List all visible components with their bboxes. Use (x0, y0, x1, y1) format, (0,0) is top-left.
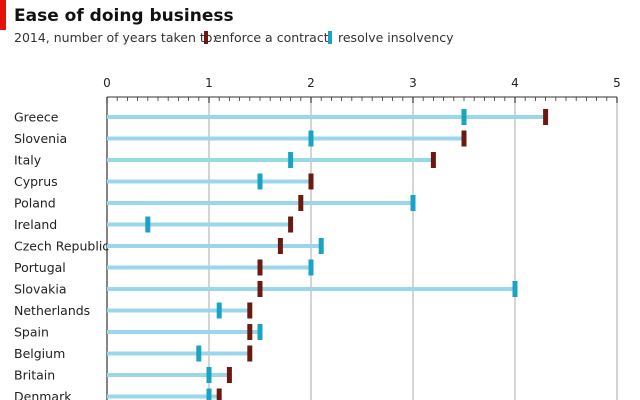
marker-insolvency (145, 216, 151, 233)
country-label: Ireland (14, 217, 57, 232)
country-label: Italy (14, 153, 42, 168)
marker-contract (277, 238, 283, 254)
country-label: Belgium (14, 346, 65, 361)
legend-swatch-contract (204, 31, 208, 44)
marker-insolvency (308, 130, 314, 147)
marker-contract (257, 281, 263, 297)
marker-insolvency (512, 281, 518, 297)
x-tick-label: 2 (307, 76, 315, 90)
legend-label-contract: enforce a contract (214, 30, 329, 45)
country-label: Greece (14, 110, 59, 125)
x-tick-label: 5 (613, 76, 621, 90)
country-label: Denmark (14, 389, 72, 400)
x-tick-label: 4 (511, 76, 519, 90)
marker-contract (461, 130, 467, 147)
chart-title: Ease of doing business (14, 6, 234, 26)
country-label: Portugal (14, 260, 66, 275)
country-label: Slovakia (14, 282, 66, 297)
country-label: Spain (14, 325, 49, 340)
accent-bar (0, 0, 6, 30)
marker-insolvency (308, 259, 314, 276)
marker-insolvency (461, 109, 467, 125)
marker-insolvency (257, 324, 263, 340)
chart-subtitle: 2014, number of years taken to: (14, 30, 217, 45)
legend-item-insolvency: resolve insolvency (328, 30, 454, 45)
country-label: Netherlands (14, 303, 90, 318)
country-label: Britain (14, 368, 55, 383)
legend-label-insolvency: resolve insolvency (338, 30, 454, 45)
marker-insolvency (196, 345, 202, 362)
marker-insolvency (216, 302, 222, 319)
legend-swatch-insolvency (328, 31, 332, 44)
marker-contract (430, 152, 436, 168)
marker-contract (543, 109, 549, 125)
marker-contract (308, 173, 314, 190)
marker-insolvency (206, 367, 212, 383)
marker-insolvency (257, 173, 263, 190)
country-label: Poland (14, 196, 56, 211)
legend-item-contract: enforce a contract (204, 30, 329, 45)
x-tick-label: 3 (409, 76, 417, 90)
marker-contract (288, 216, 294, 233)
marker-contract (226, 367, 232, 383)
marker-contract (247, 302, 253, 319)
marker-insolvency (318, 238, 324, 254)
marker-contract (257, 259, 263, 276)
country-label: Czech Republic (14, 239, 109, 254)
marker-contract (247, 345, 253, 362)
x-tick-label: 0 (103, 76, 111, 90)
marker-insolvency (288, 152, 294, 168)
marker-contract (216, 388, 222, 400)
country-label: Slovenia (14, 131, 67, 146)
country-label: Cyprus (14, 174, 58, 189)
marker-contract (298, 195, 304, 211)
marker-insolvency (410, 195, 416, 211)
marker-contract (247, 324, 253, 340)
x-tick-label: 1 (205, 76, 213, 90)
marker-insolvency (206, 388, 212, 400)
